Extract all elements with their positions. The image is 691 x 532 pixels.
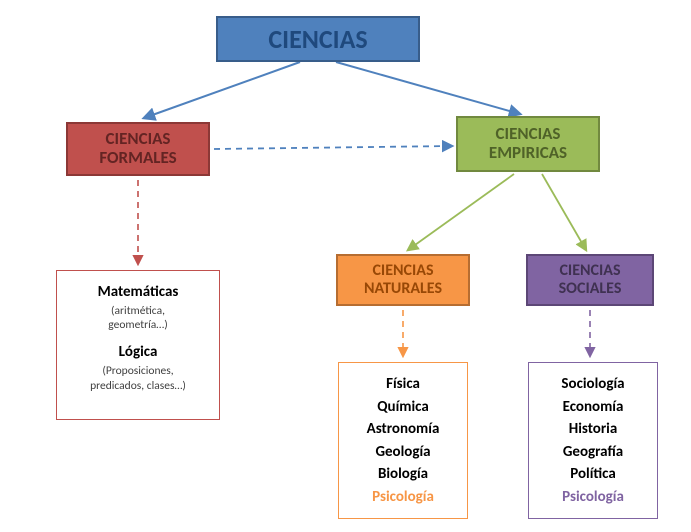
leaf-item: Física xyxy=(345,373,461,396)
node-empiricas-line2: EMPIRICAS xyxy=(489,142,567,163)
leaf-item: Biología xyxy=(345,463,461,486)
node-root-label: CIENCIAS xyxy=(268,25,367,54)
node-sociales-line2: SOCIALES xyxy=(559,279,622,298)
edge-root-formales xyxy=(144,62,300,118)
leaf-item: Historia xyxy=(535,418,651,441)
leaf-formales: Matemáticas(aritmética,geometría…) Lógica… xyxy=(56,270,220,420)
leaf-item: Astronomía xyxy=(345,418,461,441)
leaf-item: Psicología xyxy=(535,486,651,509)
leaf-item: Política xyxy=(535,463,651,486)
node-sociales-line1: CIENCIAS xyxy=(559,261,620,280)
leaf-item: Lógica xyxy=(63,341,213,364)
leaf-subtext: (aritmética, xyxy=(63,304,213,319)
leaf-naturales: FísicaQuímicaAstronomíaGeologíaBiologíaP… xyxy=(338,362,468,519)
leaf-item: Matemáticas xyxy=(63,281,213,304)
leaf-sociales: SociologíaEconomíaHistoriaGeografíaPolít… xyxy=(528,362,658,519)
leaf-item: Geografía xyxy=(535,441,651,464)
leaf-subtext: geometría…) xyxy=(63,318,213,333)
node-sociales: CIENCIAS SOCIALES xyxy=(526,254,654,306)
node-naturales-line2: NATURALES xyxy=(364,279,442,298)
edge-empiricas-sociales xyxy=(542,174,586,250)
node-empiricas: CIENCIAS EMPIRICAS xyxy=(456,116,600,172)
leaf-item: Sociología xyxy=(535,373,651,396)
leaf-subtext: predicados, clases…) xyxy=(63,379,213,394)
edge-empiricas-naturales xyxy=(408,174,514,250)
leaf-subtext: (Proposiciones, xyxy=(63,364,213,379)
leaf-item: Geología xyxy=(345,441,461,464)
node-formales-line2: FORMALES xyxy=(99,147,176,168)
edge-formales-empiricas xyxy=(214,146,452,149)
node-formales: CIENCIAS FORMALES xyxy=(66,122,210,176)
edge-root-empiricas xyxy=(336,62,520,114)
node-naturales-line1: CIENCIAS xyxy=(372,261,433,280)
leaf-item: Psicología xyxy=(345,486,461,509)
leaf-item: Química xyxy=(345,396,461,419)
node-naturales: CIENCIAS NATURALES xyxy=(336,254,470,306)
node-root: CIENCIAS xyxy=(216,16,420,62)
leaf-item: Economía xyxy=(535,396,651,419)
